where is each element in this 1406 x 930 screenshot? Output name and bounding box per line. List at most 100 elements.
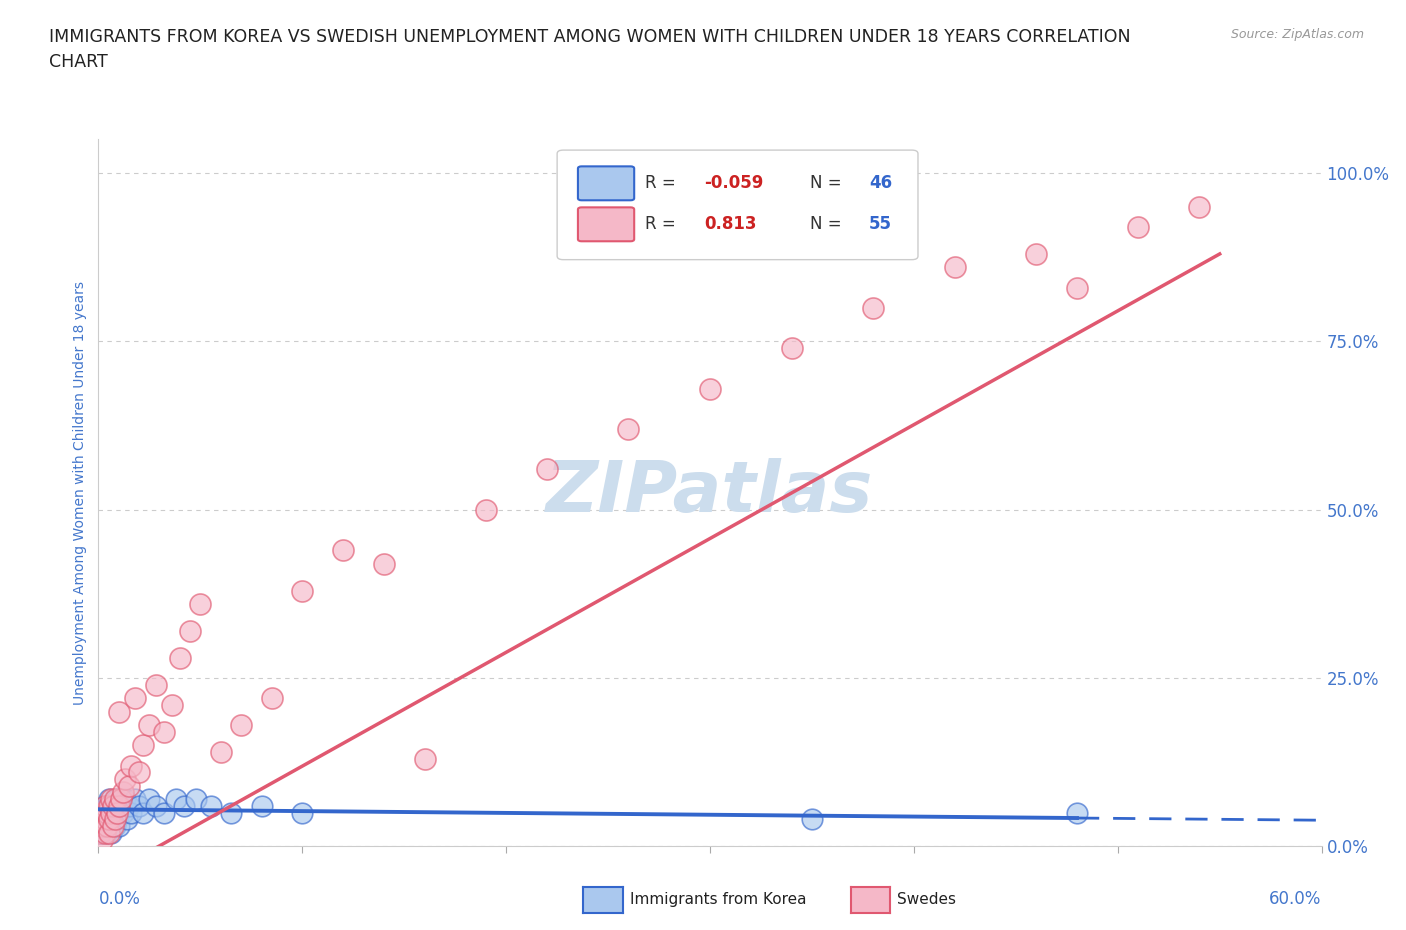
Point bbox=[1128, 219, 1150, 234]
Point bbox=[373, 556, 395, 571]
Point bbox=[120, 758, 142, 773]
Point bbox=[200, 799, 222, 814]
Point bbox=[152, 805, 174, 820]
Point bbox=[780, 340, 803, 355]
Point bbox=[132, 805, 155, 820]
Point bbox=[115, 812, 138, 827]
Point bbox=[118, 799, 141, 814]
Point bbox=[104, 812, 127, 827]
Point bbox=[96, 826, 118, 841]
Point bbox=[101, 799, 124, 814]
Point bbox=[152, 724, 174, 739]
Point bbox=[100, 826, 122, 841]
Text: 46: 46 bbox=[869, 174, 893, 193]
Point bbox=[179, 623, 201, 638]
Point bbox=[110, 791, 132, 806]
Point bbox=[91, 805, 114, 820]
Point bbox=[93, 818, 115, 833]
Point bbox=[91, 818, 114, 833]
Point bbox=[250, 799, 273, 814]
Text: IMMIGRANTS FROM KOREA VS SWEDISH UNEMPLOYMENT AMONG WOMEN WITH CHILDREN UNDER 18: IMMIGRANTS FROM KOREA VS SWEDISH UNEMPLO… bbox=[49, 28, 1130, 71]
Point bbox=[138, 718, 160, 733]
Point bbox=[536, 462, 558, 477]
Point bbox=[124, 691, 146, 706]
Y-axis label: Unemployment Among Women with Children Under 18 years: Unemployment Among Women with Children U… bbox=[73, 281, 87, 705]
Point bbox=[114, 772, 136, 787]
Point bbox=[132, 737, 155, 752]
Point bbox=[120, 805, 142, 820]
Point bbox=[188, 596, 212, 611]
Point bbox=[97, 812, 120, 827]
Point bbox=[169, 650, 191, 665]
Point bbox=[474, 502, 498, 517]
Point bbox=[89, 826, 111, 841]
Point bbox=[97, 791, 120, 806]
Point bbox=[108, 805, 131, 820]
Text: N =: N = bbox=[810, 216, 848, 233]
Text: 0.0%: 0.0% bbox=[98, 890, 141, 908]
Point bbox=[231, 718, 253, 733]
Point bbox=[111, 805, 134, 820]
Point bbox=[145, 799, 167, 814]
Text: ZIPatlas: ZIPatlas bbox=[547, 458, 873, 527]
Point bbox=[108, 818, 131, 833]
Point bbox=[93, 812, 115, 827]
Text: N =: N = bbox=[810, 174, 848, 193]
Point bbox=[101, 812, 124, 827]
Point bbox=[219, 805, 242, 820]
Point bbox=[93, 812, 115, 827]
Point bbox=[124, 791, 146, 806]
Point bbox=[617, 421, 640, 436]
Point bbox=[413, 751, 436, 766]
Point bbox=[104, 818, 127, 833]
Point bbox=[104, 799, 127, 814]
Text: Swedes: Swedes bbox=[897, 892, 956, 907]
Point bbox=[1025, 246, 1047, 261]
Point bbox=[801, 812, 824, 827]
Text: 0.813: 0.813 bbox=[704, 216, 756, 233]
Text: 55: 55 bbox=[869, 216, 891, 233]
Point bbox=[1066, 280, 1088, 295]
Text: Source: ZipAtlas.com: Source: ZipAtlas.com bbox=[1230, 28, 1364, 41]
Point bbox=[291, 583, 314, 598]
Point bbox=[110, 799, 132, 814]
Point bbox=[96, 805, 118, 820]
Point bbox=[100, 791, 122, 806]
Point bbox=[96, 805, 118, 820]
Point bbox=[89, 812, 111, 827]
Point bbox=[100, 805, 122, 820]
Point bbox=[160, 698, 183, 712]
Point bbox=[101, 818, 124, 833]
Point bbox=[97, 812, 120, 827]
Point bbox=[97, 818, 120, 833]
Point bbox=[91, 818, 114, 833]
Point bbox=[118, 778, 141, 793]
Point bbox=[699, 381, 721, 396]
Point bbox=[93, 826, 115, 841]
Point bbox=[138, 791, 160, 806]
Point bbox=[97, 799, 120, 814]
FancyBboxPatch shape bbox=[578, 166, 634, 200]
Point bbox=[104, 791, 127, 806]
Point bbox=[101, 805, 124, 820]
Text: 60.0%: 60.0% bbox=[1270, 890, 1322, 908]
Point bbox=[105, 812, 128, 827]
Point bbox=[260, 691, 283, 706]
Point bbox=[128, 799, 150, 814]
Point bbox=[332, 543, 354, 558]
Point bbox=[1188, 199, 1211, 214]
Point bbox=[89, 812, 111, 827]
Text: R =: R = bbox=[645, 216, 681, 233]
Point bbox=[862, 300, 884, 315]
Point bbox=[105, 805, 128, 820]
Point bbox=[91, 826, 114, 841]
Point bbox=[97, 826, 120, 841]
Point bbox=[93, 799, 115, 814]
Point bbox=[291, 805, 314, 820]
Point bbox=[96, 818, 118, 833]
Point bbox=[91, 832, 114, 847]
Point bbox=[173, 799, 195, 814]
Point bbox=[145, 677, 167, 692]
Point bbox=[100, 805, 122, 820]
FancyBboxPatch shape bbox=[557, 150, 918, 259]
